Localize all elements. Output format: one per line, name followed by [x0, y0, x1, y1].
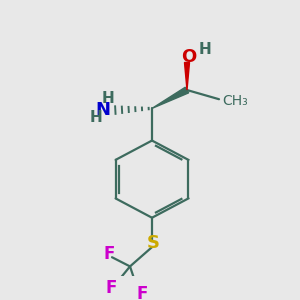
Polygon shape — [184, 62, 190, 90]
Text: O: O — [182, 48, 196, 66]
Text: CH₃: CH₃ — [222, 94, 248, 108]
Text: H: H — [102, 91, 114, 106]
Text: F: F — [103, 245, 115, 263]
Text: S: S — [146, 234, 160, 252]
Text: H: H — [199, 42, 212, 57]
Text: N: N — [95, 101, 110, 119]
Text: F: F — [105, 278, 117, 296]
Text: F: F — [136, 285, 148, 300]
Text: H: H — [90, 110, 102, 125]
Polygon shape — [152, 87, 189, 108]
